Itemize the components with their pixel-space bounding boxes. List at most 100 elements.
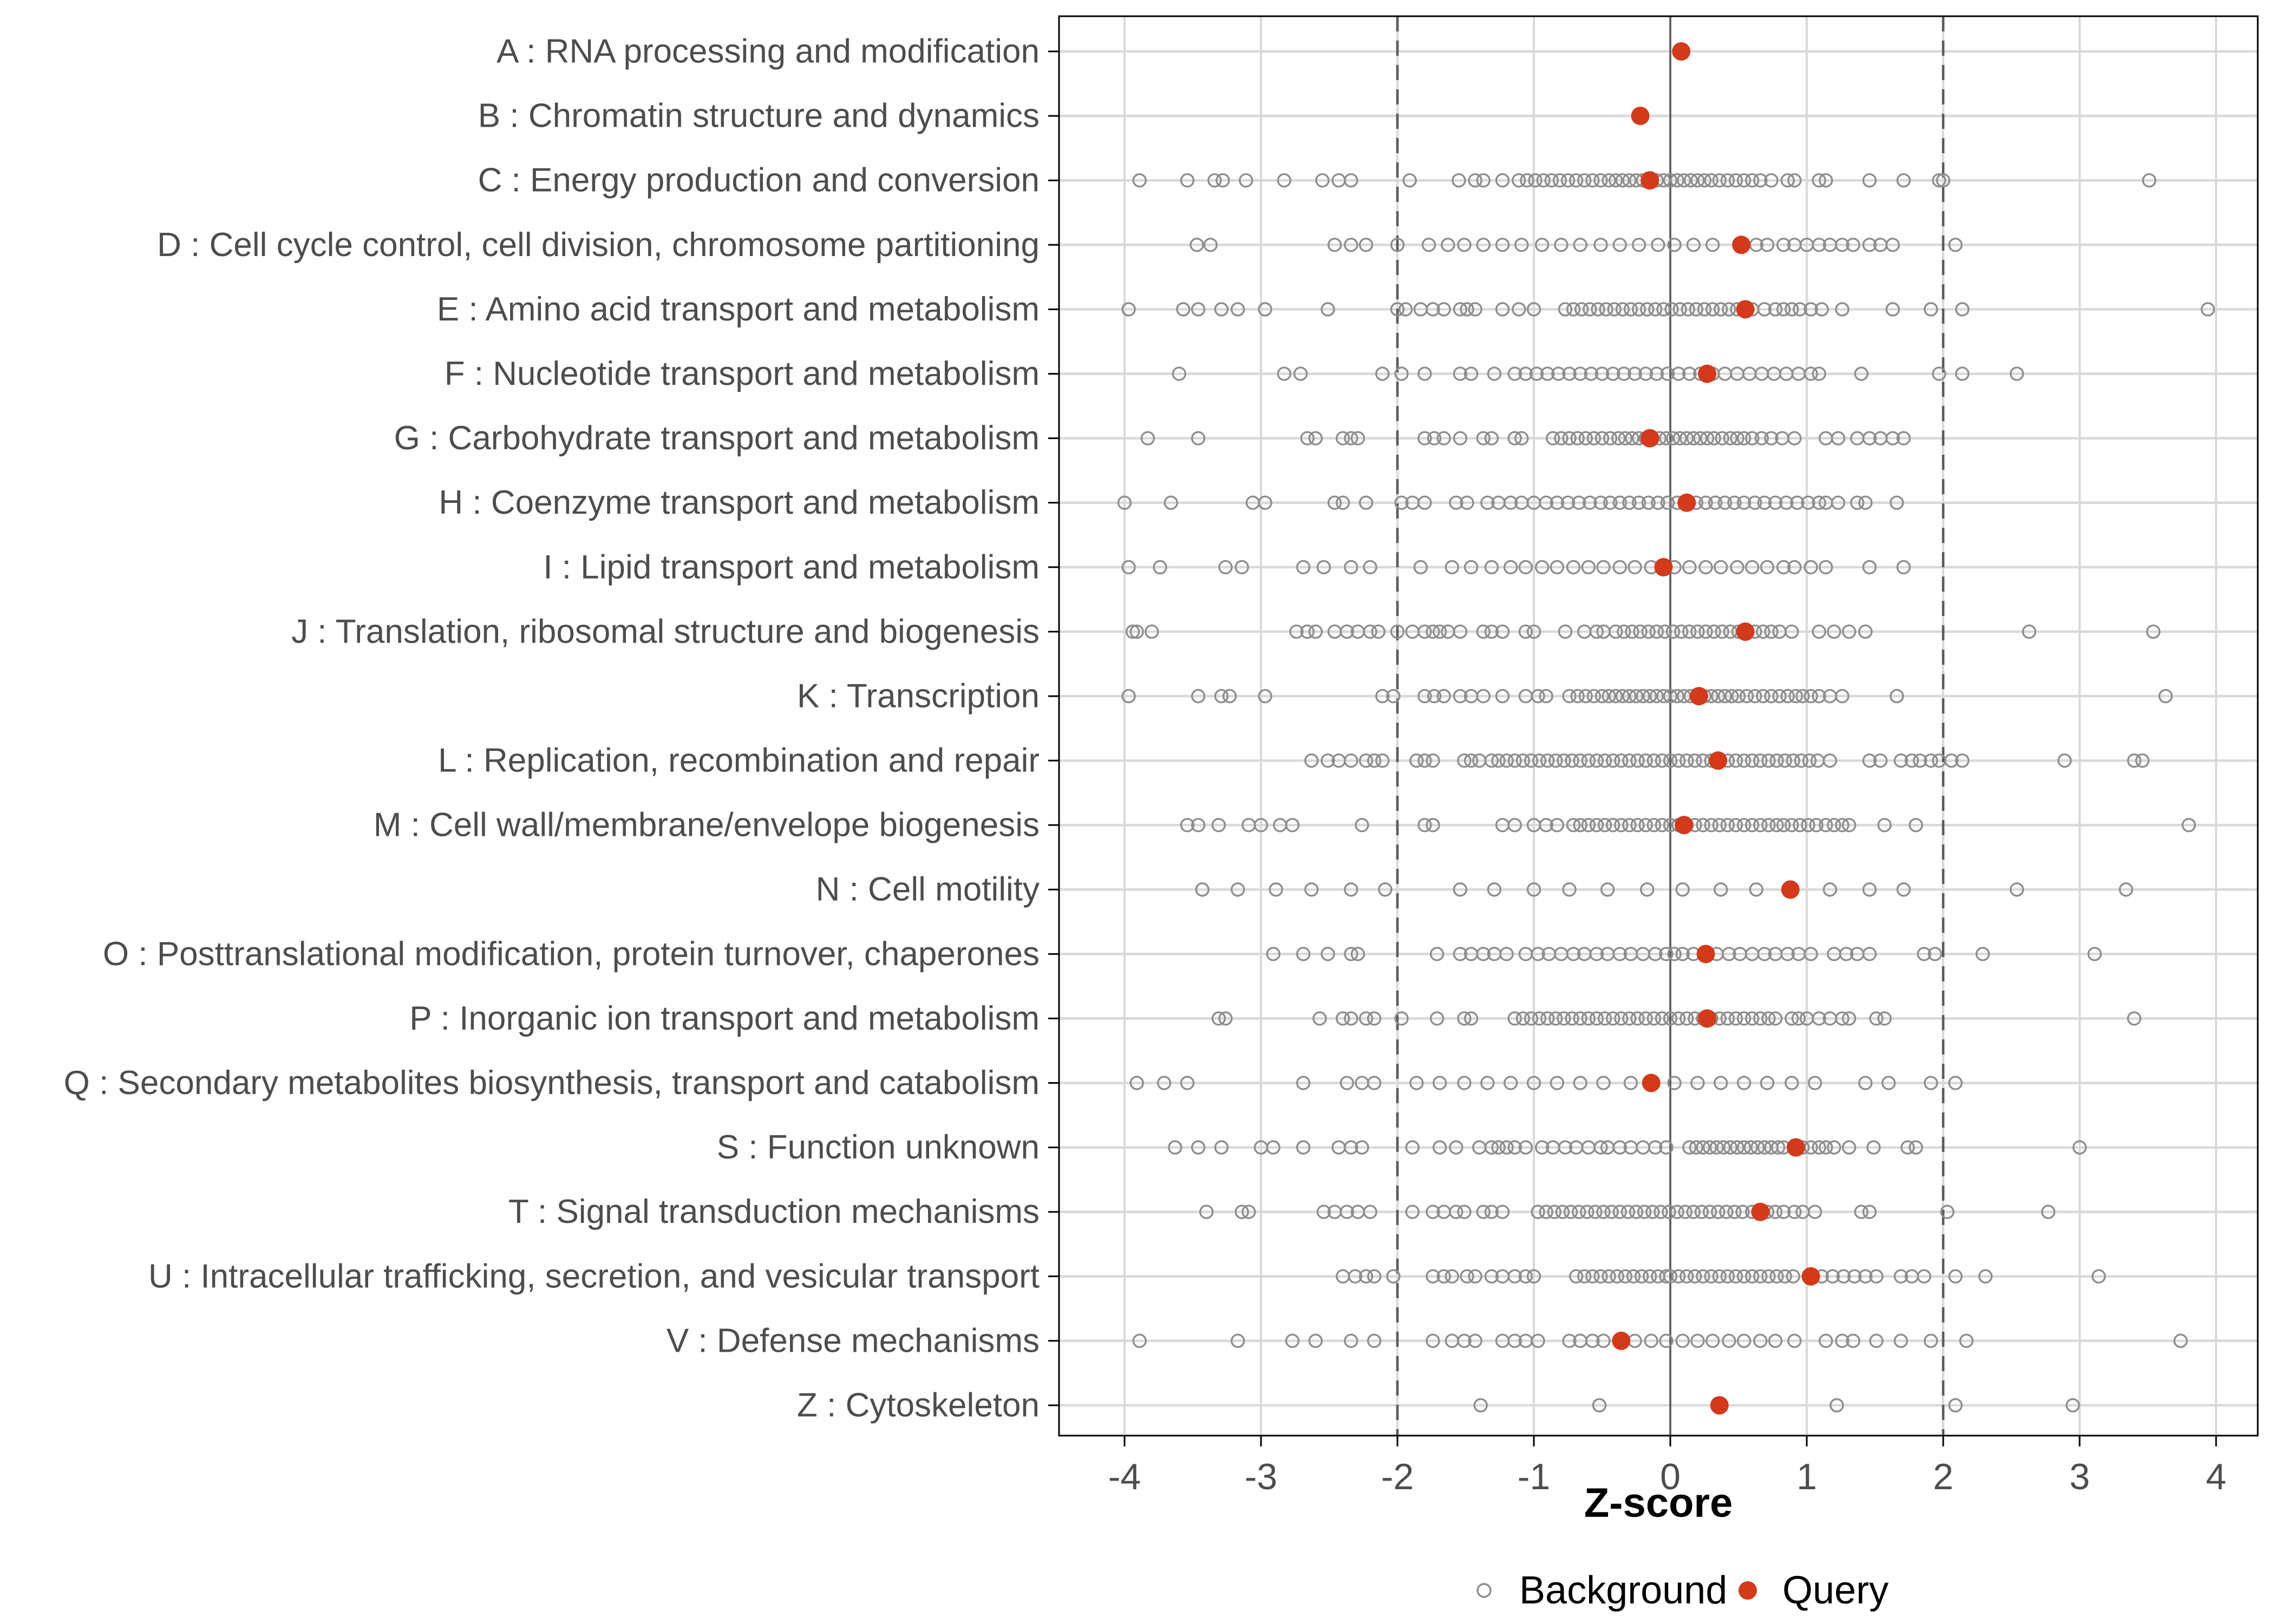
background-point bbox=[1728, 1269, 1743, 1284]
background-point bbox=[1776, 1204, 1791, 1219]
background-point bbox=[1191, 817, 1206, 833]
background-point bbox=[1978, 1269, 1993, 1284]
background-point bbox=[1772, 689, 1787, 704]
background-point bbox=[2022, 624, 2036, 639]
background-point bbox=[2127, 1011, 2142, 1026]
background-point bbox=[1449, 495, 1463, 510]
background-point bbox=[1890, 495, 1904, 510]
background-point bbox=[1803, 947, 1818, 961]
background-point bbox=[1697, 302, 1712, 317]
background-point bbox=[1589, 753, 1604, 768]
background-point bbox=[1234, 560, 1249, 574]
background-point bbox=[1518, 366, 1533, 381]
background-point bbox=[1566, 947, 1581, 961]
background-point bbox=[1819, 1333, 1833, 1348]
background-point bbox=[1790, 495, 1805, 510]
background-point bbox=[1716, 1140, 1731, 1155]
background-point bbox=[1436, 1269, 1451, 1284]
background-point bbox=[1769, 753, 1784, 768]
background-point bbox=[1344, 947, 1358, 961]
background-point bbox=[1499, 753, 1514, 768]
background-point bbox=[1507, 1011, 1522, 1026]
background-point bbox=[1948, 238, 1963, 252]
background-point bbox=[1436, 302, 1451, 317]
background-point bbox=[1778, 753, 1792, 768]
background-point bbox=[1386, 1269, 1401, 1284]
background-point bbox=[1802, 753, 1817, 768]
background-point bbox=[1426, 817, 1440, 833]
background-point bbox=[1355, 1140, 1369, 1155]
background-point bbox=[1555, 1204, 1570, 1219]
y-axis-label-E: E : Amino acid transport and metabolism bbox=[437, 291, 1040, 328]
background-point bbox=[2087, 947, 2102, 961]
background-point bbox=[1371, 624, 1386, 639]
background-point bbox=[1277, 366, 1292, 381]
background-point bbox=[1670, 1204, 1684, 1219]
background-point bbox=[1760, 560, 1775, 574]
background-point bbox=[1768, 1011, 1783, 1026]
background-point bbox=[1563, 1204, 1578, 1219]
background-point bbox=[1596, 560, 1611, 574]
background-point bbox=[1432, 1140, 1447, 1155]
background-point bbox=[1663, 173, 1678, 188]
background-point bbox=[1234, 1204, 1249, 1219]
background-point bbox=[1764, 173, 1779, 188]
background-point bbox=[1712, 1269, 1727, 1284]
background-point bbox=[1583, 302, 1597, 317]
background-point bbox=[1593, 238, 1608, 252]
background-point bbox=[1539, 495, 1553, 510]
background-point bbox=[2127, 753, 2142, 768]
background-point bbox=[1812, 366, 1826, 381]
query-point bbox=[1696, 945, 1715, 964]
background-point bbox=[1214, 302, 1229, 317]
row-points-K bbox=[1121, 686, 2173, 705]
background-point bbox=[1667, 238, 1682, 252]
background-point bbox=[1518, 1269, 1533, 1284]
background-point bbox=[1836, 1269, 1851, 1284]
background-point bbox=[1714, 1076, 1728, 1090]
background-point bbox=[1524, 753, 1539, 768]
background-point bbox=[1722, 947, 1736, 961]
background-point bbox=[1785, 302, 1799, 317]
background-point bbox=[1776, 560, 1791, 574]
background-point bbox=[1421, 238, 1436, 252]
background-point bbox=[1807, 1076, 1822, 1090]
background-point bbox=[1145, 624, 1159, 639]
background-point bbox=[1723, 431, 1738, 446]
background-point bbox=[1180, 173, 1195, 188]
background-point bbox=[1258, 495, 1272, 510]
background-point bbox=[2181, 817, 2196, 833]
background-point bbox=[1639, 302, 1655, 317]
background-point bbox=[1776, 817, 1791, 833]
background-point bbox=[1540, 1011, 1555, 1026]
background-point bbox=[1866, 1140, 1881, 1155]
background-point bbox=[1577, 173, 1592, 188]
background-point bbox=[1689, 1140, 1704, 1155]
background-point bbox=[1432, 1076, 1447, 1090]
background-point bbox=[1841, 1140, 1857, 1155]
background-point bbox=[1344, 560, 1358, 574]
background-point bbox=[1507, 817, 1522, 833]
background-point bbox=[1300, 431, 1315, 446]
background-point bbox=[1573, 1011, 1587, 1026]
background-point bbox=[1514, 431, 1529, 446]
background-point bbox=[1515, 1011, 1531, 1026]
background-point bbox=[1881, 1076, 1896, 1090]
background-point bbox=[1829, 1398, 1844, 1413]
background-point bbox=[1715, 431, 1729, 446]
background-point bbox=[1449, 1204, 1463, 1219]
background-point bbox=[1518, 1140, 1533, 1155]
background-point bbox=[1893, 1333, 1909, 1348]
background-point bbox=[1532, 753, 1547, 768]
background-point bbox=[1682, 366, 1697, 381]
background-point bbox=[1948, 1076, 1963, 1090]
background-point bbox=[1605, 366, 1620, 381]
background-point bbox=[1761, 1269, 1776, 1284]
background-point bbox=[1690, 1076, 1705, 1090]
query-point bbox=[1641, 429, 1659, 448]
background-point bbox=[1586, 431, 1602, 446]
background-point bbox=[1344, 1140, 1358, 1155]
background-point bbox=[1660, 495, 1675, 510]
background-point bbox=[2135, 753, 2150, 768]
background-point bbox=[1358, 1011, 1374, 1026]
